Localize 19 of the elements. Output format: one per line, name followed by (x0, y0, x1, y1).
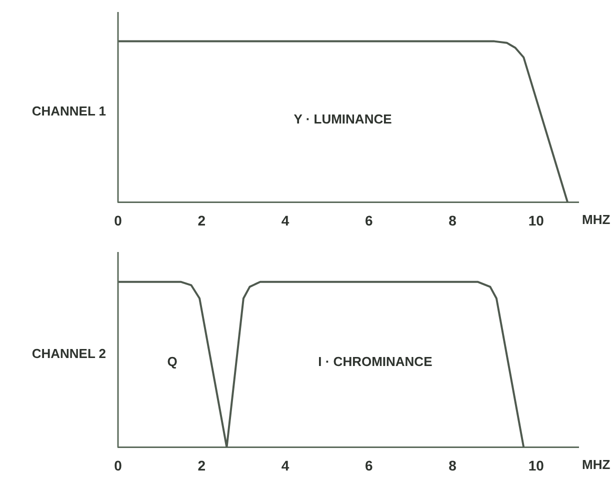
x-axis-title: MHZ (582, 456, 610, 472)
x-tick-label: 0 (114, 212, 122, 228)
y-axis-title: CHANNEL 2 (32, 346, 106, 362)
annotation: Q (167, 354, 178, 370)
x-tick-label: 2 (198, 457, 206, 474)
x-tick-label: 4 (281, 212, 290, 228)
x-tick-label: 10 (528, 212, 544, 228)
x-tick-label: 6 (365, 457, 374, 474)
annotation: I · CHROMINANCE (318, 354, 433, 370)
annotation: Y · LUMINANCE (294, 112, 392, 127)
x-tick-label: 8 (448, 457, 457, 474)
x-tick-label: 8 (448, 212, 457, 228)
x-tick-label: 6 (365, 212, 374, 228)
x-tick-label: 0 (114, 457, 122, 474)
y-axis-title: CHANNEL 1 (32, 104, 106, 119)
x-axis-title: MHZ (582, 212, 610, 227)
x-tick-label: 10 (528, 457, 544, 474)
x-tick-label: 4 (281, 457, 290, 474)
x-tick-label: 2 (198, 212, 206, 228)
